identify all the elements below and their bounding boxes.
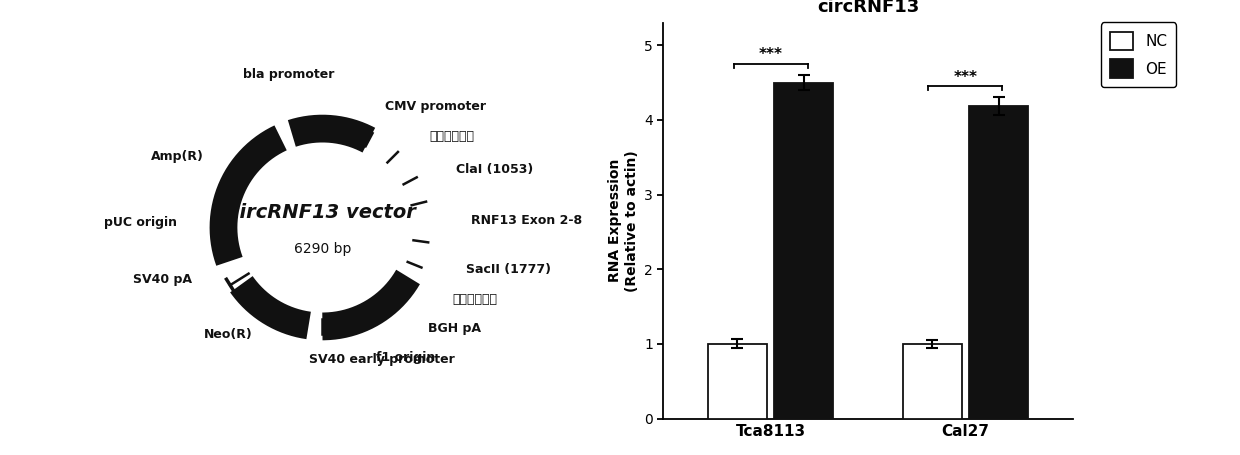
Text: 6290 bp: 6290 bp [294, 242, 351, 256]
Text: 上游成环序列: 上游成环序列 [430, 130, 475, 143]
Text: ***: *** [759, 47, 782, 62]
Text: Neo(R): Neo(R) [203, 328, 253, 341]
Text: SV40 early promoter: SV40 early promoter [309, 353, 455, 366]
Text: pUC origin: pUC origin [104, 216, 177, 229]
Title: circRNF13: circRNF13 [817, 0, 919, 15]
Text: SacII (1777): SacII (1777) [466, 263, 551, 276]
Text: ***: *** [954, 70, 977, 85]
Text: circRNF13 vector: circRNF13 vector [228, 203, 417, 222]
Text: ClaI (1053): ClaI (1053) [456, 163, 533, 177]
Text: BGH pA: BGH pA [428, 323, 481, 335]
Bar [970, 106, 1028, 419]
Text: CMV promoter: CMV promoter [384, 100, 486, 113]
Bar [775, 82, 833, 419]
Text: RNF13 Exon 2-8: RNF13 Exon 2-8 [471, 214, 582, 227]
Bar [708, 344, 766, 419]
Text: bla promoter: bla promoter [243, 68, 335, 81]
Legend: NC, OE: NC, OE [1101, 22, 1177, 87]
Text: SV40 pA: SV40 pA [133, 273, 191, 286]
Text: Amp(R): Amp(R) [151, 150, 205, 163]
Bar [903, 344, 961, 419]
Text: 下游成环序列: 下游成环序列 [453, 293, 497, 306]
Text: f1 origin: f1 origin [377, 351, 435, 364]
Y-axis label: RNA Expression
(Relative to actin): RNA Expression (Relative to actin) [609, 150, 639, 292]
